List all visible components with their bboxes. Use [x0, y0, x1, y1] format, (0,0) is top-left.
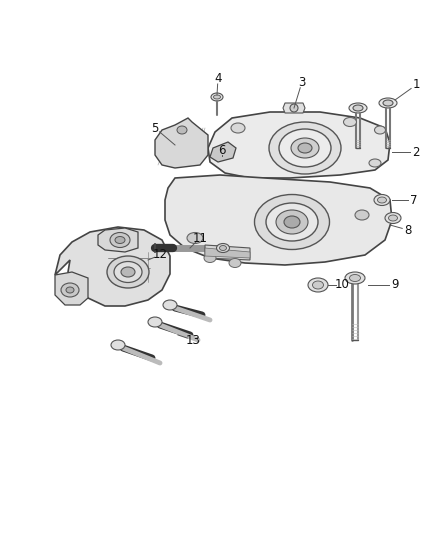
Ellipse shape [279, 129, 331, 167]
Ellipse shape [229, 259, 241, 268]
Polygon shape [205, 245, 250, 260]
Text: 4: 4 [214, 71, 222, 85]
Ellipse shape [110, 232, 130, 247]
Text: 12: 12 [152, 248, 167, 262]
Text: 10: 10 [335, 279, 350, 292]
Text: 9: 9 [391, 279, 399, 292]
Ellipse shape [111, 340, 125, 350]
Ellipse shape [211, 93, 223, 101]
Ellipse shape [355, 210, 369, 220]
Polygon shape [55, 227, 170, 306]
Polygon shape [165, 175, 392, 265]
Ellipse shape [353, 105, 363, 111]
Ellipse shape [219, 246, 226, 251]
Ellipse shape [187, 232, 203, 244]
Ellipse shape [350, 274, 360, 281]
Polygon shape [55, 272, 88, 305]
Ellipse shape [290, 104, 298, 112]
Polygon shape [98, 228, 138, 252]
Ellipse shape [389, 215, 398, 221]
Text: 6: 6 [218, 143, 226, 157]
Ellipse shape [231, 123, 245, 133]
Ellipse shape [378, 197, 386, 203]
Ellipse shape [269, 122, 341, 174]
Ellipse shape [163, 300, 177, 310]
Ellipse shape [345, 272, 365, 284]
Ellipse shape [121, 267, 135, 277]
Ellipse shape [216, 244, 230, 253]
Polygon shape [208, 112, 390, 178]
Ellipse shape [66, 287, 74, 293]
Ellipse shape [369, 159, 381, 167]
Ellipse shape [213, 95, 220, 99]
Polygon shape [155, 118, 208, 168]
Ellipse shape [284, 216, 300, 228]
Text: 5: 5 [151, 122, 159, 134]
Text: 13: 13 [186, 334, 201, 346]
Ellipse shape [148, 317, 162, 327]
Ellipse shape [374, 126, 385, 134]
Ellipse shape [379, 98, 397, 108]
Ellipse shape [254, 195, 329, 249]
Ellipse shape [298, 143, 312, 153]
Text: 7: 7 [410, 193, 418, 206]
Text: 3: 3 [298, 76, 306, 88]
Text: 8: 8 [404, 223, 412, 237]
Ellipse shape [107, 256, 149, 288]
Polygon shape [210, 142, 236, 162]
Ellipse shape [114, 262, 142, 282]
Ellipse shape [312, 281, 324, 289]
Ellipse shape [385, 213, 401, 223]
Ellipse shape [349, 103, 367, 113]
Text: 2: 2 [412, 146, 420, 158]
Polygon shape [283, 103, 305, 113]
Text: 11: 11 [192, 231, 208, 245]
Ellipse shape [61, 283, 79, 297]
Ellipse shape [383, 100, 393, 106]
Ellipse shape [204, 254, 216, 262]
Ellipse shape [291, 138, 319, 158]
Polygon shape [205, 248, 250, 258]
Ellipse shape [177, 126, 187, 134]
Text: 1: 1 [412, 78, 420, 92]
Ellipse shape [308, 278, 328, 292]
Ellipse shape [343, 117, 357, 126]
Ellipse shape [115, 237, 125, 244]
Ellipse shape [374, 195, 390, 206]
Ellipse shape [276, 210, 308, 234]
Ellipse shape [266, 203, 318, 241]
